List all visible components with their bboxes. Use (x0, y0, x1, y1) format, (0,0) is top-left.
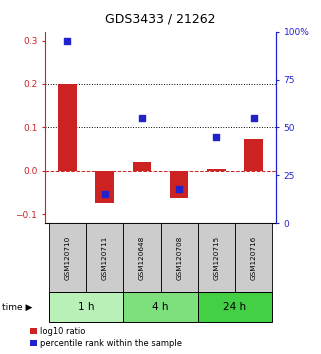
Text: GSM120708: GSM120708 (176, 235, 182, 280)
Bar (198, 292, 272, 322)
Text: 24 h: 24 h (223, 302, 247, 312)
Bar (86, 223, 123, 292)
Bar (235, 223, 272, 292)
Point (251, 115, 256, 121)
Bar (123, 223, 160, 292)
Text: GSM120711: GSM120711 (101, 235, 108, 280)
Bar (133, 162, 151, 171)
Text: GSM120710: GSM120710 (64, 235, 70, 280)
Bar (123, 292, 198, 322)
Text: 4 h: 4 h (152, 302, 169, 312)
Bar (49, 223, 86, 292)
Bar (58, 84, 77, 171)
Bar (198, 223, 235, 292)
Point (102, 192, 107, 197)
Bar (49, 292, 123, 322)
Text: time ▶: time ▶ (2, 303, 32, 312)
Text: 1 h: 1 h (78, 302, 94, 312)
Text: GDS3433 / 21262: GDS3433 / 21262 (105, 12, 216, 25)
Bar (244, 139, 263, 171)
Point (139, 115, 144, 121)
Text: GSM120715: GSM120715 (213, 235, 220, 280)
Bar (95, 171, 114, 204)
Text: GSM120716: GSM120716 (251, 235, 257, 280)
Bar (207, 169, 226, 171)
Point (214, 134, 219, 140)
Bar (160, 223, 198, 292)
Point (65, 39, 70, 44)
Text: GSM120648: GSM120648 (139, 235, 145, 280)
Legend: log10 ratio, percentile rank within the sample: log10 ratio, percentile rank within the … (30, 327, 182, 348)
Bar (170, 171, 188, 198)
Point (177, 186, 182, 192)
